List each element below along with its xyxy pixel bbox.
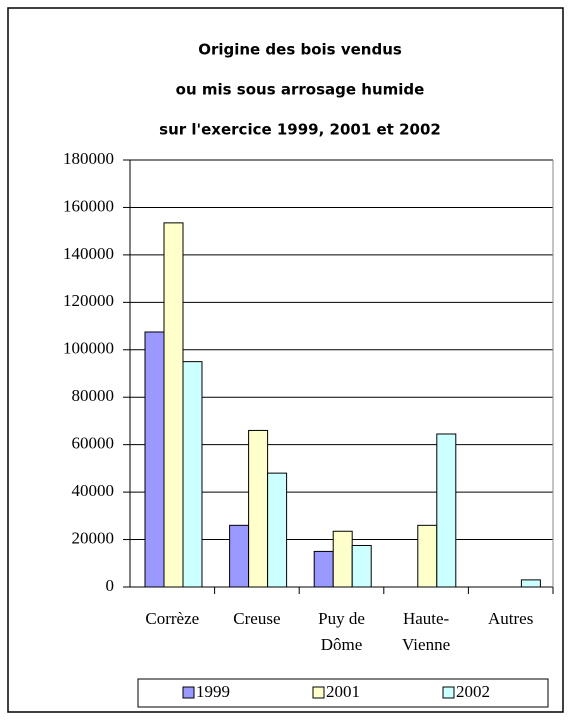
bar [436, 433, 457, 588]
y-tick-label: 80000 [72, 386, 115, 405]
chart-title: ou mis sous arrosage humide [176, 81, 425, 99]
chart-title: Origine des bois vendus [198, 41, 402, 59]
y-tick-label: 40000 [72, 481, 115, 500]
x-tick-label: Corrèze [145, 609, 200, 628]
y-tick-label: 0 [106, 576, 115, 595]
y-tick-label: 120000 [63, 291, 114, 310]
legend-label: 2002 [456, 682, 490, 701]
chart-title: sur l'exercice 1999, 2001 et 2002 [159, 121, 441, 139]
bar [229, 524, 250, 588]
bar [332, 530, 353, 588]
y-tick-label: 140000 [63, 244, 114, 263]
bar [248, 429, 269, 588]
x-tick-label: Autres [488, 609, 534, 628]
x-tick-label: Puy de Dôme [318, 609, 365, 654]
y-tick-label: 60000 [72, 434, 115, 453]
bar [520, 579, 541, 588]
legend-swatch [182, 686, 195, 699]
x-tick-label: Creuse [233, 609, 281, 628]
y-tick-label: 100000 [63, 339, 114, 358]
y-tick-label: 20000 [72, 528, 115, 547]
x-tick-label: Haute-Vienne [402, 609, 451, 654]
legend-swatch [312, 686, 325, 699]
bar [267, 472, 288, 588]
bar [313, 550, 334, 588]
legend-swatch [442, 686, 455, 699]
bar [144, 331, 165, 588]
chart-frame [7, 7, 564, 713]
bar [163, 222, 184, 588]
legend-label: 1999 [196, 682, 230, 701]
legend-label: 2001 [326, 682, 360, 701]
bar [417, 524, 438, 588]
bar [351, 544, 372, 588]
bar [182, 361, 203, 588]
y-tick-label: 160000 [63, 196, 114, 215]
y-tick-label: 180000 [63, 149, 114, 168]
legend-frame [137, 678, 549, 708]
